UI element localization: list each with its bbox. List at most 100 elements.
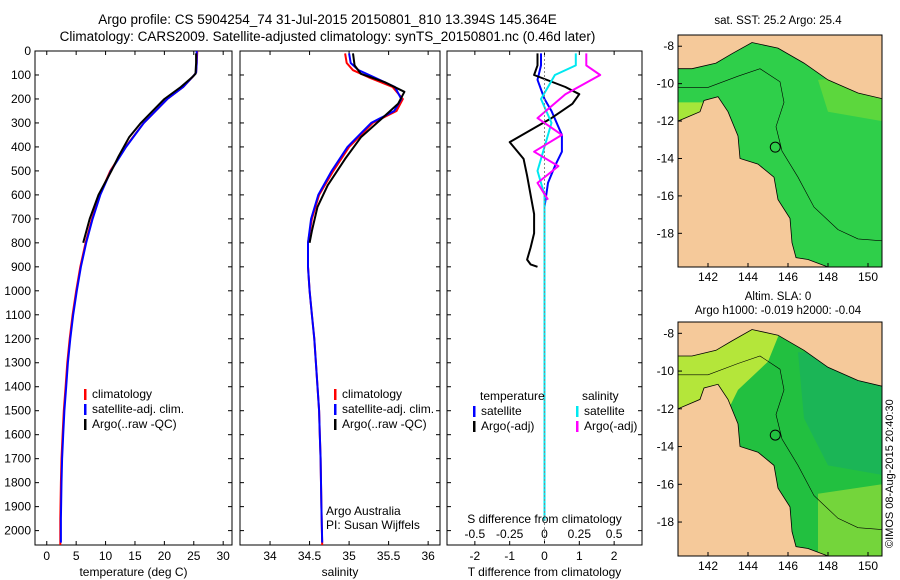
chart-title-line1: Argo profile: CS 5904254_74 31-Jul-2015 … [98, 12, 557, 27]
x-tick-label: 36 [421, 549, 435, 563]
legend-marker [334, 404, 337, 415]
x-tick-label-s: 0.5 [606, 527, 623, 541]
map-x-tick-label: 142 [698, 559, 718, 573]
series-line-red [307, 53, 404, 546]
y-tick-label: 1000 [4, 284, 31, 298]
sla-deep-patch [798, 352, 882, 475]
map-y-tick-label: -12 [657, 114, 675, 128]
x-tick-label-s: 0 [541, 527, 548, 541]
series-line-black [308, 53, 406, 243]
legend-label: climatology [342, 387, 402, 401]
chart-title-line2: Climatology: CARS2009. Satellite-adjuste… [59, 29, 596, 44]
x-tick-label: 1 [576, 549, 583, 563]
map-y-tick-label: -14 [657, 151, 675, 165]
map-y-tick-label: -18 [657, 226, 675, 240]
y-tick-label: 1500 [4, 404, 31, 418]
plot-frame [239, 50, 441, 546]
x-tick-label: 30 [216, 549, 230, 563]
sla-map: 142 144 146 148 150 -8 -10 -12 -14 -16 -18 [657, 321, 883, 573]
x-tick-label: 35 [342, 549, 356, 563]
x-axis-label: temperature (deg C) [79, 565, 187, 579]
x-tick-label: 5 [73, 549, 80, 563]
map-layer [678, 35, 882, 267]
credit-text: ©IMOS 08-Aug-2015 20:40:30 [884, 399, 896, 548]
y-tick-label: 300 [11, 116, 31, 130]
sst-map: 142 144 146 148 150 -8 -10 -12 -14 -16 -18 [657, 34, 883, 284]
y-tick-label: 2000 [4, 524, 31, 538]
x-tick-label: 35.5 [377, 549, 401, 563]
sla-map-title-2: Argo h1000: -0.019 h2000: -0.04 [694, 305, 862, 317]
plot-frame [34, 50, 233, 546]
y-tick-label: 1600 [4, 428, 31, 442]
x-tick-label-s: -0.5 [465, 527, 486, 541]
legend-marker [473, 406, 476, 417]
annotation-text: PI: Susan Wijffels [326, 518, 420, 532]
map-y-tick-label: -8 [663, 326, 674, 340]
x-axis-label: T difference from climatology [468, 565, 622, 579]
y-tick-label: 700 [11, 212, 31, 226]
x-axis-label-top: S difference from climatology [467, 512, 622, 526]
map-y-tick-label: -8 [663, 39, 674, 53]
land-png [678, 322, 882, 387]
legend-marker [576, 421, 579, 432]
y-tick-label: 900 [11, 260, 31, 274]
argo-float-marker [769, 141, 781, 153]
map-x-tick-label: 150 [858, 270, 878, 284]
map-x-tick-label: 142 [698, 270, 718, 284]
y-tick-label: 0 [24, 44, 31, 58]
x-tick-label: 15 [128, 549, 142, 563]
map-layer [678, 322, 882, 556]
x-tick-label: 34.5 [298, 549, 322, 563]
land-australia [678, 383, 829, 556]
series-line-blue [307, 53, 403, 543]
x-tick-label: 10 [99, 549, 113, 563]
profile-panel-3: -2 -1 0 1 2 T difference from climatology S di… [446, 50, 643, 579]
y-tick-label: 1400 [4, 380, 31, 394]
y-tick-label: 1900 [4, 500, 31, 514]
y-tick-label: 1100 [5, 308, 31, 322]
series-line-black [82, 53, 198, 244]
legend-marker [576, 406, 579, 417]
map-x-tick-label: 144 [738, 270, 758, 284]
series-line-black [508, 53, 581, 268]
series-line-cyan [536, 53, 577, 521]
y-tick-label: 1700 [4, 452, 31, 466]
x-tick-label: 0 [541, 549, 548, 563]
x-tick-label: 0 [43, 549, 50, 563]
series-line-blue [59, 51, 198, 543]
legend-label: climatology [92, 387, 152, 401]
x-tick-label-s: 0.25 [568, 527, 592, 541]
map-y-tick-label: -10 [657, 77, 675, 91]
map-x-tick-label: 146 [778, 559, 798, 573]
series-line-red [59, 50, 199, 545]
legend-marker [334, 389, 337, 400]
legend-label: Argo(..raw -QC) [92, 417, 177, 431]
legend-label: satellite-adj. clim. [92, 402, 184, 416]
legend-label: Argo(-adj) [584, 419, 637, 433]
depth-contour [678, 355, 882, 530]
legend-marker [334, 419, 337, 430]
y-tick-label: 1800 [4, 476, 31, 490]
legend-group-title: salinity [582, 389, 619, 403]
annotation-text: Argo Australia [326, 504, 401, 518]
legend-group-title: temperature [480, 389, 545, 403]
legend-label: satellite-adj. clim. [342, 402, 434, 416]
y-tick-label: 1300 [4, 356, 31, 370]
x-tick-label-s: -0.25 [496, 527, 524, 541]
map-x-tick-label: 146 [778, 270, 798, 284]
legend-label: satellite [481, 404, 522, 418]
map-y-tick-label: -12 [657, 402, 675, 416]
profile-panel-1: 0100200300400500600700800900100011001200… [4, 44, 233, 579]
map-y-tick-label: -16 [657, 477, 675, 491]
legend-marker [84, 404, 87, 415]
y-tick-label: 500 [11, 164, 31, 178]
sla-map-title-1: Altim. SLA: 0 [744, 291, 812, 303]
y-tick-label: 200 [11, 92, 31, 106]
x-axis-label: salinity [322, 565, 359, 579]
land-png [678, 35, 882, 100]
legend-marker [84, 419, 87, 430]
depth-contour [678, 68, 882, 242]
y-tick-label: 1200 [4, 332, 31, 346]
sla-light-patch [818, 484, 882, 556]
